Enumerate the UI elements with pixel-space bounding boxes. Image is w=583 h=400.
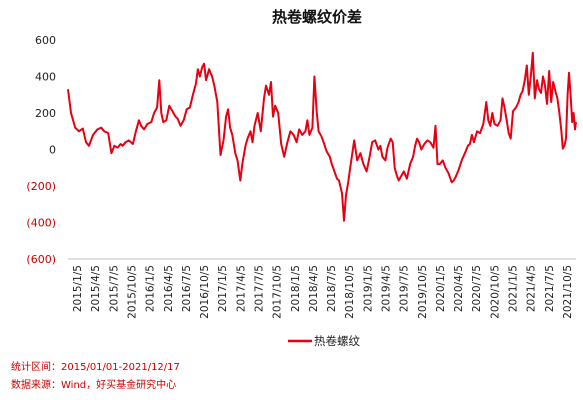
y-tick-label: (600) — [26, 253, 56, 266]
x-tick-label: 2015/10/5 — [127, 265, 139, 319]
y-tick-label: 200 — [35, 107, 56, 120]
footnote-source: 数据来源：Wind，好买基金研究中心 — [11, 380, 177, 391]
y-tick-label: 400 — [35, 71, 56, 84]
y-axis: 600 400 200 0 (200) (400) (600) — [26, 34, 56, 266]
x-tick-label: 2019/7/5 — [399, 265, 411, 312]
x-tick-label: 2018/10/5 — [344, 265, 356, 319]
x-tick-label: 2018/4/5 — [308, 265, 320, 312]
x-tick-label: 2016/7/5 — [181, 265, 193, 312]
x-tick-label: 2020/10/5 — [489, 265, 501, 319]
x-tick-label: 2021/1/5 — [508, 265, 520, 312]
x-tick-label: 2016/10/5 — [199, 265, 211, 319]
x-tick-label: 2021/4/5 — [526, 265, 538, 312]
x-tick-label: 2018/7/5 — [326, 265, 338, 312]
x-tick-label: 2021/7/5 — [544, 265, 556, 312]
x-tick-label: 2019/10/5 — [417, 265, 429, 319]
x-tick-label: 2017/10/5 — [272, 265, 284, 319]
chart-title: 热卷螺纹价差 — [272, 8, 362, 26]
x-axis: 2015/1/5 2015/4/5 2015/7/5 2015/10/5 2016/1/… — [72, 265, 574, 319]
legend-label: 热卷螺纹 — [314, 334, 360, 348]
y-tick-label: 600 — [35, 34, 56, 47]
x-tick-label: 2016/4/5 — [163, 265, 175, 312]
y-tick-label: (200) — [26, 180, 56, 193]
x-tick-label: 2020/1/5 — [435, 265, 447, 312]
legend: 热卷螺纹 — [288, 334, 360, 348]
y-tick-label: 0 — [49, 144, 56, 157]
x-tick-label: 2020/7/5 — [471, 265, 483, 312]
series-line — [67, 51, 577, 222]
x-tick-label: 2015/7/5 — [108, 265, 120, 312]
x-tick-label: 2017/4/5 — [235, 265, 247, 312]
footnote-stat-range: 统计区间：2015/01/01-2021/12/17 — [11, 362, 180, 373]
x-tick-label: 2015/1/5 — [72, 265, 84, 312]
x-tick-label: 2017/7/5 — [254, 265, 266, 312]
x-tick-label: 2016/1/5 — [145, 265, 157, 312]
x-tick-label: 2017/1/5 — [217, 265, 229, 312]
x-tick-label: 2019/4/5 — [381, 265, 393, 312]
x-tick-label: 2015/4/5 — [90, 265, 102, 312]
x-tick-label: 2018/1/5 — [290, 265, 302, 312]
x-tick-label: 2020/4/5 — [453, 265, 465, 312]
x-tick-label: 2019/1/5 — [362, 265, 374, 312]
x-tick-label: 2021/10/5 — [562, 265, 574, 319]
y-tick-label: (400) — [26, 217, 56, 230]
